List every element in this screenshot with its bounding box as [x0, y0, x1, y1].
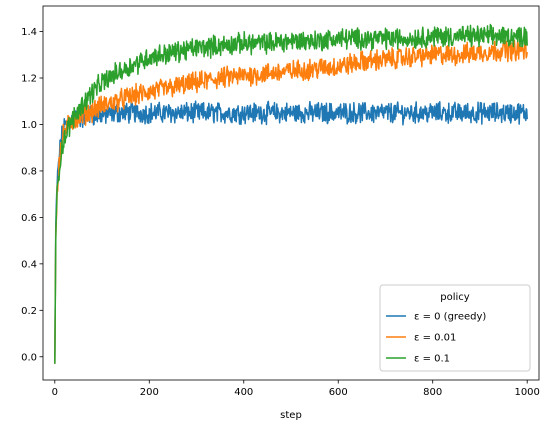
series-layer: [54, 23, 528, 364]
y-tick-label: 1.4: [21, 27, 37, 38]
legend: policy ε = 0 (greedy) ε = 0.01 ε = 0.1: [379, 284, 531, 372]
legend-box: [379, 284, 531, 372]
legend-label-2: ε = 0.1: [414, 354, 450, 365]
y-axis-ticks: 0.0 0.2 0.4 0.6 0.8 1.0 1.2 1.4: [21, 27, 43, 363]
x-tick-label: 1000: [514, 387, 539, 398]
legend-entries: ε = 0 (greedy) ε = 0.01 ε = 0.1: [386, 312, 486, 365]
series-line-0: [54, 100, 528, 364]
x-tick-label: 200: [140, 387, 159, 398]
x-axis-ticks: 0 200 400 600 800 1000: [52, 380, 540, 398]
y-tick-label: 0.6: [21, 213, 37, 224]
y-tick-label: 0.4: [21, 259, 37, 270]
plot-frame: [42, 5, 540, 381]
legend-label-1: ε = 0.01: [414, 333, 456, 344]
x-tick-label: 800: [423, 387, 442, 398]
y-tick-label: 1.0: [21, 120, 37, 131]
series-line-1: [54, 39, 528, 364]
x-tick-label: 0: [52, 387, 58, 398]
legend-title: policy: [440, 292, 470, 303]
x-axis-label: step: [280, 410, 302, 421]
legend-label-0: ε = 0 (greedy): [414, 312, 486, 323]
y-tick-label: 0.2: [21, 306, 37, 317]
x-tick-label: 600: [329, 387, 348, 398]
y-tick-label: 0.8: [21, 166, 37, 177]
y-tick-label: 0.0: [21, 352, 37, 363]
x-tick-label: 400: [234, 387, 253, 398]
y-tick-label: 1.2: [21, 74, 37, 85]
series-line-2: [54, 23, 528, 364]
